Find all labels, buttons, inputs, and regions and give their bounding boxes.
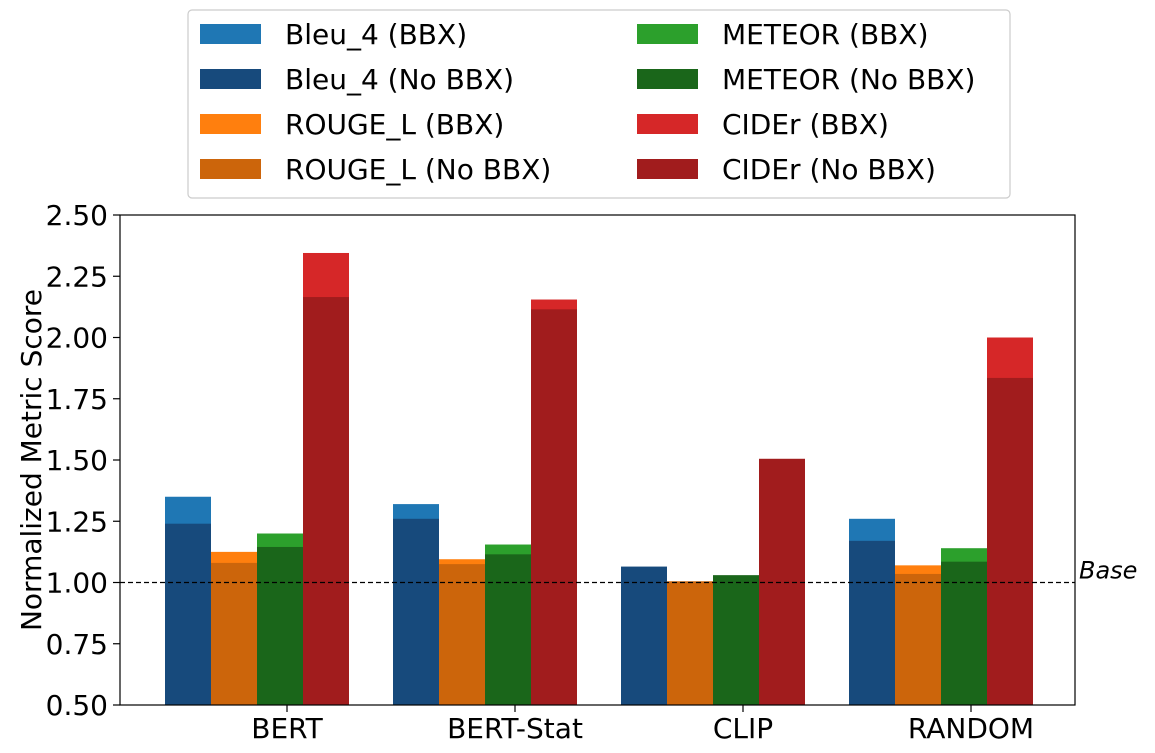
legend-label: ROUGE_L (No BBX) (285, 153, 551, 186)
legend-box (187, 9, 1011, 199)
x-tick-label: BERT (251, 712, 323, 745)
bar-meteor-no-bbx-bert-stat (485, 554, 531, 705)
legend-label: METEOR (No BBX) (722, 63, 975, 96)
y-axis: 0.50 0.75 1.00 1.25 1.50 1.75 2.00 2.25 2.50 (46, 199, 120, 722)
x-tick-label: CLIP (713, 712, 773, 745)
y-tick-label: 2.00 (46, 322, 108, 355)
legend-swatch (637, 114, 698, 134)
bar-rouge-l-no-bbx-clip (667, 581, 713, 705)
y-tick-label: 1.00 (46, 567, 108, 600)
x-tick-label: RANDOM (908, 712, 1034, 745)
bar-cider-no-bbx-random (987, 377, 1033, 705)
bar-cider-no-bbx-bert (303, 297, 349, 705)
bar-bleu-4-no-bbx-bert (165, 523, 211, 705)
y-axis-title: Normalized Metric Score (15, 289, 48, 631)
y-tick-label: 2.50 (46, 199, 108, 232)
legend-label: METEOR (BBX) (722, 18, 929, 51)
legend-swatch (200, 114, 261, 134)
bar-rouge-l-no-bbx-bert (211, 562, 257, 705)
bar-rouge-l-no-bbx-random (895, 573, 941, 705)
y-tick-label: 0.75 (46, 628, 108, 661)
bar-cider-no-bbx-clip (759, 458, 805, 705)
legend-swatch (637, 159, 698, 179)
bar-cider-no-bbx-bert-stat (531, 309, 577, 705)
bar-bleu-4-no-bbx-random (849, 540, 895, 705)
reference-line-layer: Base (120, 557, 1137, 585)
legend-swatch (200, 159, 261, 179)
y-tick-label: 1.50 (46, 444, 108, 477)
legend-label: Bleu_4 (No BBX) (285, 63, 514, 96)
y-tick-label: 2.25 (46, 260, 108, 293)
x-axis: BERT BERT-Stat CLIP RANDOM (251, 705, 1034, 745)
bar-meteor-no-bbx-bert (257, 546, 303, 705)
bar-meteor-no-bbx-random (941, 561, 987, 705)
base-reference-label: Base (1079, 557, 1137, 585)
bar-meteor-no-bbx-clip (713, 575, 759, 705)
legend-swatch (200, 69, 261, 89)
legend-label: ROUGE_L (BBX) (285, 108, 504, 141)
bar-rouge-l-no-bbx-bert-stat (439, 564, 485, 705)
legend-label: CIDEr (No BBX) (722, 153, 936, 186)
legend-swatch (637, 24, 698, 44)
legend-swatch (200, 24, 261, 44)
legend-label: Bleu_4 (BBX) (285, 18, 467, 51)
legend: Bleu_4 (BBX) Bleu_4 (No BBX) ROUGE_L (BBX)… (187, 9, 1011, 199)
bars-layer (165, 252, 1033, 705)
legend-swatch (637, 69, 698, 89)
y-tick-label: 1.25 (46, 505, 108, 538)
x-tick-label: BERT-Stat (447, 712, 583, 745)
bar-bleu-4-no-bbx-clip (621, 566, 667, 705)
legend-label: CIDEr (BBX) (722, 108, 889, 141)
y-tick-label: 1.75 (46, 383, 108, 416)
y-tick-label: 0.50 (46, 689, 108, 722)
bar-bleu-4-no-bbx-bert-stat (393, 518, 439, 705)
